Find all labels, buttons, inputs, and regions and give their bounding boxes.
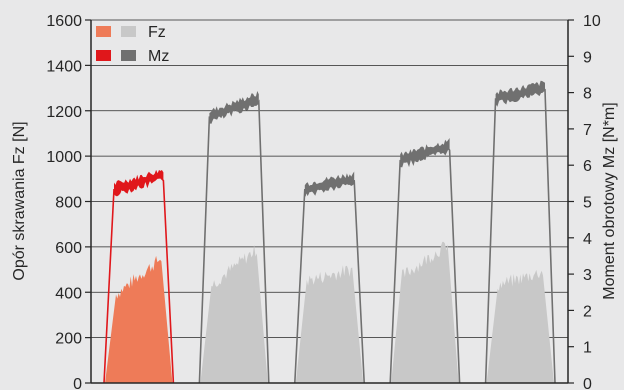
- test-group: [484, 80, 556, 384]
- y-tick-label-right: 6: [583, 158, 592, 175]
- y-tick-label-left: 600: [55, 240, 82, 257]
- y-ticks-right: 0 1 2 3 4 5 6 7 8 9 10: [568, 13, 601, 390]
- fz-series-area: [295, 265, 364, 383]
- fz-series-area: [391, 241, 459, 383]
- legend-swatch-mz-other: [121, 50, 136, 61]
- y-tick-label-left: 200: [55, 331, 82, 348]
- test-group: [103, 169, 175, 384]
- y-tick-label-right: 0: [583, 376, 592, 390]
- y-tick-label-left: 1600: [46, 13, 82, 30]
- mz-series-band: [304, 171, 355, 197]
- test-group: [389, 138, 461, 384]
- mz-series-band: [209, 91, 259, 123]
- y-tick-label-right: 4: [583, 231, 592, 248]
- mz-series-band: [495, 80, 545, 105]
- legend-swatch-fz-highlight: [96, 26, 111, 37]
- y-ticks-left: 0 200 400 600 800 1000 1200 1400 1600: [46, 13, 91, 390]
- mz-series-band: [400, 138, 450, 167]
- legend-label-fz: Fz: [148, 24, 166, 41]
- y-tick-label-right: 5: [583, 195, 592, 212]
- fz-series-area: [486, 269, 554, 383]
- y-tick-label-left: 800: [55, 195, 82, 212]
- mz-series-band: [114, 169, 164, 196]
- y-tick-label-right: 7: [583, 122, 592, 139]
- legend-label-mz: Mz: [148, 48, 169, 65]
- y-tick-label-left: 0: [73, 376, 82, 390]
- y-axis-title-right: Moment obrotowy Mz [N*m]: [601, 102, 618, 299]
- y-tick-label-left: 400: [55, 285, 82, 302]
- y-tick-label-right: 10: [583, 13, 601, 30]
- y-tick-label-right: 3: [583, 267, 592, 284]
- legend-swatch-mz-highlight: [96, 50, 111, 61]
- y-tick-label-left: 1400: [46, 58, 82, 75]
- y-tick-label-right: 2: [583, 303, 592, 320]
- legend-swatch-fz-other: [121, 26, 136, 37]
- fz-series-area: [200, 244, 268, 383]
- y-axis-title-left: Opór skrawania Fz [N]: [11, 121, 28, 280]
- test-group: [198, 91, 270, 384]
- fz-series-area: [105, 255, 173, 383]
- test-group: [294, 171, 365, 384]
- y-tick-label-right: 8: [583, 86, 592, 103]
- y-tick-label-left: 1000: [46, 149, 82, 166]
- legend: Fz Mz: [96, 24, 169, 65]
- y-tick-label-left: 1200: [46, 104, 82, 121]
- y-tick-label-right: 9: [583, 49, 592, 66]
- series-layer: [103, 80, 556, 384]
- y-tick-label-right: 1: [583, 340, 592, 357]
